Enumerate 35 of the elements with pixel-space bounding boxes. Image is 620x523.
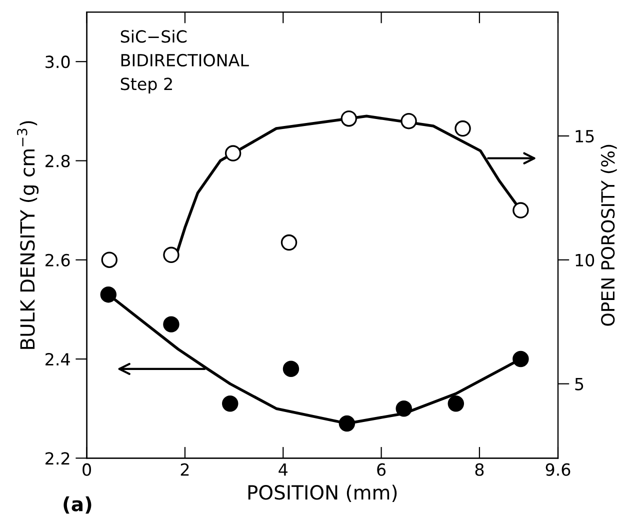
y2-tick-label: 10 (576, 254, 594, 266)
point (400, 112, 417, 130)
point (100, 286, 117, 303)
y-axis-title: BULK DENSITY (g cm$^{−3}$) (16, 121, 39, 349)
annotation: SiC−SiC BIDIRECTIONAL Step 2 (120, 30, 249, 94)
point (338, 415, 356, 432)
point (340, 110, 358, 127)
y-tick-label: 2.8 (46, 154, 70, 168)
y-tick-label: 2.4 (46, 352, 70, 366)
x-tick-label: 4 (278, 464, 288, 476)
point (512, 202, 529, 218)
y-tick-label: 2.2 (46, 452, 70, 464)
point (396, 400, 412, 417)
point (101, 252, 118, 268)
x-tick-label: 2 (180, 463, 189, 476)
x-tick-label: 8 (475, 463, 484, 476)
text: (a) (64, 496, 92, 514)
point (163, 246, 180, 264)
y-tick-label: 2.6 (46, 254, 70, 266)
point (448, 396, 464, 412)
point (224, 145, 242, 162)
x-tick-label: 6 (377, 463, 386, 476)
point (282, 360, 300, 378)
point (163, 316, 180, 332)
point (454, 120, 471, 137)
y2-tick-label: 15 (576, 130, 594, 143)
x-axis-title: POSITION (mm) (248, 484, 397, 502)
point (222, 396, 238, 412)
y2-axis-title: OPEN POROSITY (%) (600, 144, 617, 326)
x-tick-label: 9.6 (546, 463, 570, 476)
x-tick-label: 0 (82, 463, 91, 476)
y2-tick-label: 5 (575, 378, 584, 390)
point (280, 234, 298, 251)
y-tick-label: 3.0 (46, 56, 70, 68)
point (512, 350, 529, 368)
